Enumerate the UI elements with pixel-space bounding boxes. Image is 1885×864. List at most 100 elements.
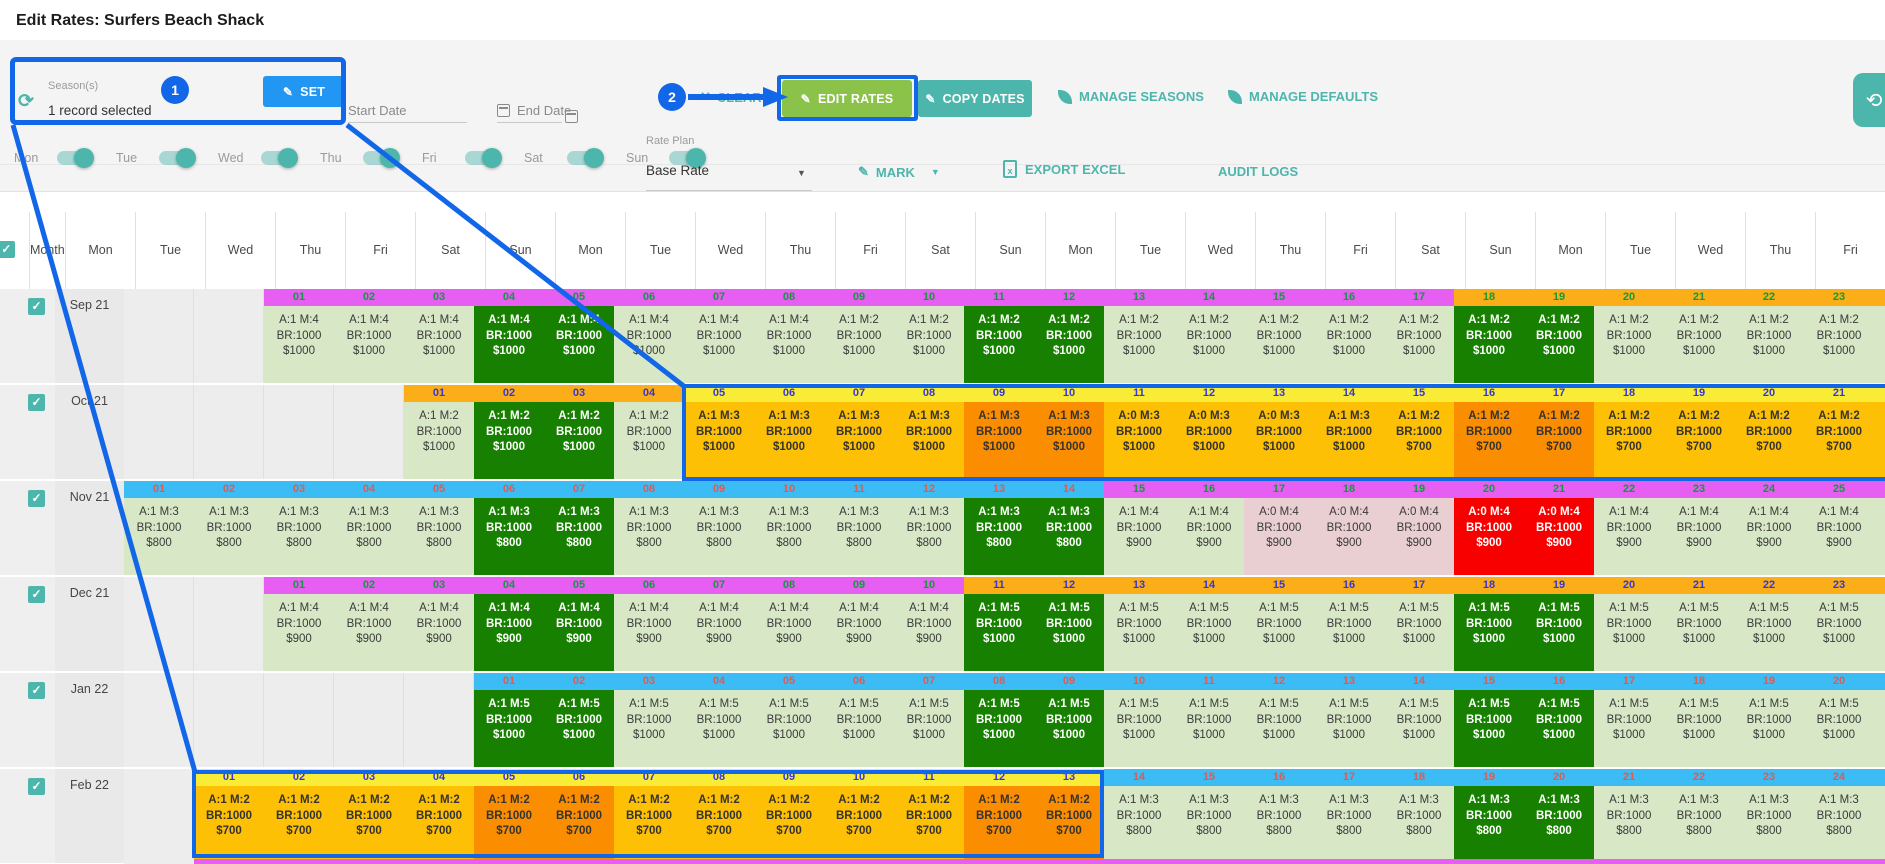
rate-cell[interactable]: A:1 M:3BR:1000$800 — [474, 498, 544, 575]
rate-day-feb-22-04[interactable]: 04A:1 M:2BR:1000$700 — [404, 769, 474, 863]
rate-day-dec-21-15[interactable]: 15A:1 M:5BR:1000$1000 — [1244, 577, 1314, 671]
mark-button[interactable]: ✎ MARK ▼ — [858, 164, 940, 180]
rate-day-sep-21-23[interactable]: 23A:1 M:2BR:1000$1000 — [1804, 289, 1874, 383]
row-checkbox-sep-21[interactable]: ✓ — [28, 298, 45, 315]
rate-cell[interactable]: A:1 M:5BR:1000$1000 — [1314, 594, 1384, 671]
rate-cell[interactable]: A:1 M:4BR:1000$900 — [474, 594, 544, 671]
rate-day-oct-21-15[interactable]: 15A:1 M:2BR:1000$700 — [1384, 385, 1454, 479]
rate-day-jan-22-12[interactable]: 12A:1 M:5BR:1000$1000 — [1244, 673, 1314, 767]
rate-day-feb-22-21[interactable]: 21A:1 M:3BR:1000$800 — [1594, 769, 1664, 863]
rate-day-jan-22-15[interactable]: 15A:1 M:5BR:1000$1000 — [1454, 673, 1524, 767]
rate-day-dec-21-16[interactable]: 16A:1 M:5BR:1000$1000 — [1314, 577, 1384, 671]
rate-day-feb-22-14[interactable]: 14A:1 M:3BR:1000$800 — [1104, 769, 1174, 863]
rate-cell[interactable]: A:1 M:3BR:1000$800 — [1454, 786, 1524, 863]
rate-day-oct-21-06[interactable]: 06A:1 M:3BR:1000$1000 — [754, 385, 824, 479]
rate-cell[interactable]: A:1 M:5BR:1000$1000 — [824, 690, 894, 767]
rate-day-nov-21-25[interactable]: 25A:1 M:4BR:1000$900 — [1804, 481, 1874, 575]
rate-day-nov-21-15[interactable]: 15A:1 M:4BR:1000$900 — [1104, 481, 1174, 575]
rate-day-sep-21-17[interactable]: 17A:1 M:2BR:1000$1000 — [1384, 289, 1454, 383]
row-checkbox-oct-21[interactable]: ✓ — [28, 394, 45, 411]
rate-cell[interactable]: A:1 M:2BR:1000$1000 — [1874, 306, 1885, 383]
rate-day-nov-21-13[interactable]: 13A:1 M:3BR:1000$800 — [964, 481, 1034, 575]
rate-cell[interactable]: A:1 M:2BR:1000$700 — [1524, 402, 1594, 479]
rate-day-nov-21-17[interactable]: 17A:0 M:4BR:1000$900 — [1244, 481, 1314, 575]
rate-cell[interactable]: A:1 M:4BR:1000$900 — [1804, 498, 1874, 575]
rate-day-nov-21-19[interactable]: 19A:0 M:4BR:1000$900 — [1384, 481, 1454, 575]
rate-day-dec-21-12[interactable]: 12A:1 M:5BR:1000$1000 — [1034, 577, 1104, 671]
rate-cell[interactable]: A:1 M:3BR:1000$800 — [264, 498, 334, 575]
rate-cell[interactable]: A:1 M:2BR:1000$700 — [1804, 402, 1874, 479]
rate-cell[interactable]: A:1 M:2BR:1000$1000 — [1804, 306, 1874, 383]
edit-rates-button[interactable]: ✎ EDIT RATES — [782, 80, 912, 117]
rate-day-nov-21-05[interactable]: 05A:1 M:3BR:1000$800 — [404, 481, 474, 575]
rate-cell[interactable]: A:1 M:2BR:1000$700 — [1594, 402, 1664, 479]
rate-cell[interactable]: A:1 M:5BR:1000$1000 — [1594, 594, 1664, 671]
rate-day-feb-22-13[interactable]: 13A:1 M:2BR:1000$700 — [1034, 769, 1104, 863]
rate-cell[interactable]: A:1 M:3BR:1000$800 — [1874, 786, 1885, 863]
rate-day-jan-22-07[interactable]: 07A:1 M:5BR:1000$1000 — [894, 673, 964, 767]
rate-cell[interactable]: A:1 M:2BR:1000$1000 — [1664, 306, 1734, 383]
rate-cell[interactable]: A:1 M:3BR:1000$800 — [1314, 786, 1384, 863]
rate-cell[interactable]: A:1 M:2BR:1000$1000 — [1524, 306, 1594, 383]
rate-cell[interactable]: A:1 M:2BR:1000$700 — [544, 786, 614, 863]
rate-day-oct-21-12[interactable]: 12A:0 M:3BR:1000$1000 — [1174, 385, 1244, 479]
rate-day-jan-22-05[interactable]: 05A:1 M:5BR:1000$1000 — [754, 673, 824, 767]
rate-cell[interactable]: A:1 M:3BR:1000$1000 — [684, 402, 754, 479]
rate-cell[interactable]: A:1 M:4BR:1000$1000 — [754, 306, 824, 383]
rate-day-nov-21-07[interactable]: 07A:1 M:3BR:1000$800 — [544, 481, 614, 575]
rate-cell[interactable]: A:1 M:5BR:1000$1000 — [1734, 594, 1804, 671]
rate-day-nov-21-18[interactable]: 18A:0 M:4BR:1000$900 — [1314, 481, 1384, 575]
rate-cell[interactable]: A:1 M:5BR:1000$1000 — [964, 690, 1034, 767]
rate-cell[interactable]: A:1 M:3BR:1000$800 — [1384, 786, 1454, 863]
end-date-field[interactable]: End Date — [517, 103, 571, 118]
rate-day-nov-21-21[interactable]: 21A:0 M:4BR:1000$900 — [1524, 481, 1594, 575]
calendar-icon[interactable] — [565, 110, 578, 123]
rate-cell[interactable]: A:1 M:2BR:1000$700 — [894, 786, 964, 863]
rate-cell[interactable]: A:1 M:5BR:1000$1000 — [1804, 690, 1874, 767]
rate-cell[interactable]: A:1 M:2BR:1000$700 — [264, 786, 334, 863]
rate-day-oct-21-03[interactable]: 03A:1 M:2BR:1000$1000 — [544, 385, 614, 479]
rate-day-dec-21-04[interactable]: 04A:1 M:4BR:1000$900 — [474, 577, 544, 671]
rate-cell[interactable]: A:1 M:5BR:1000$1000 — [1454, 594, 1524, 671]
rate-day-dec-21-11[interactable]: 11A:1 M:5BR:1000$1000 — [964, 577, 1034, 671]
rate-day-sep-21-16[interactable]: 16A:1 M:2BR:1000$1000 — [1314, 289, 1384, 383]
rate-day-oct-21-05[interactable]: 05A:1 M:3BR:1000$1000 — [684, 385, 754, 479]
rate-cell[interactable]: A:1 M:2BR:1000$700 — [404, 786, 474, 863]
toggle-switch-fri[interactable] — [465, 151, 499, 165]
rate-cell[interactable]: A:1 M:4BR:1000$900 — [544, 594, 614, 671]
manage-seasons-button[interactable]: MANAGE SEASONS — [1058, 89, 1204, 104]
rate-day-dec-21-01[interactable]: 01A:1 M:4BR:1000$900 — [264, 577, 334, 671]
rate-cell[interactable]: A:1 M:5BR:1000$1000 — [1244, 690, 1314, 767]
rate-day-dec-21-03[interactable]: 03A:1 M:4BR:1000$900 — [404, 577, 474, 671]
rate-day-sep-21-14[interactable]: 14A:1 M:2BR:1000$1000 — [1174, 289, 1244, 383]
rate-day-jan-22-20[interactable]: 20A:1 M:5BR:1000$1000 — [1804, 673, 1874, 767]
rate-day-jan-22-17[interactable]: 17A:1 M:5BR:1000$1000 — [1594, 673, 1664, 767]
rate-cell[interactable]: A:1 M:5BR:1000$1000 — [1734, 690, 1804, 767]
rate-day-dec-21-10[interactable]: 10A:1 M:4BR:1000$900 — [894, 577, 964, 671]
rate-cell[interactable]: A:1 M:2BR:1000$1000 — [1174, 306, 1244, 383]
rate-cell[interactable]: A:1 M:5BR:1000$1000 — [1174, 594, 1244, 671]
rate-cell[interactable]: A:1 M:5BR:1000$1000 — [1664, 690, 1734, 767]
select-all-checkbox[interactable]: ✓ — [0, 241, 15, 258]
rate-day-dec-21-09[interactable]: 09A:1 M:4BR:1000$900 — [824, 577, 894, 671]
rate-day-feb-22-08[interactable]: 08A:1 M:2BR:1000$700 — [684, 769, 754, 863]
rate-cell[interactable]: A:1 M:5BR:1000$1000 — [1384, 690, 1454, 767]
side-panel-button[interactable]: ⟲ — [1853, 73, 1885, 127]
rate-day-feb-22-02[interactable]: 02A:1 M:2BR:1000$700 — [264, 769, 334, 863]
rate-cell[interactable]: A:1 M:5BR:1000$1000 — [1874, 690, 1885, 767]
rate-cell[interactable]: A:1 M:5BR:1000$1000 — [1244, 594, 1314, 671]
rate-day-sep-21-20[interactable]: 20A:1 M:2BR:1000$1000 — [1594, 289, 1664, 383]
rate-day-nov-21-03[interactable]: 03A:1 M:3BR:1000$800 — [264, 481, 334, 575]
rate-day-jan-22-01[interactable]: 01A:1 M:5BR:1000$1000 — [474, 673, 544, 767]
rate-day-jan-22-09[interactable]: 09A:1 M:5BR:1000$1000 — [1034, 673, 1104, 767]
rate-day-feb-22-16[interactable]: 16A:1 M:3BR:1000$800 — [1244, 769, 1314, 863]
rate-cell[interactable]: A:0 M:4BR:1000$900 — [1244, 498, 1314, 575]
rate-cell[interactable]: A:1 M:5BR:1000$1000 — [474, 690, 544, 767]
rate-cell[interactable]: A:1 M:3BR:1000$800 — [1664, 786, 1734, 863]
rate-day-oct-21-16[interactable]: 16A:1 M:2BR:1000$700 — [1454, 385, 1524, 479]
rate-day-dec-21-08[interactable]: 08A:1 M:4BR:1000$900 — [754, 577, 824, 671]
rate-cell[interactable]: A:1 M:2BR:1000$700 — [1874, 402, 1885, 479]
rate-plan-select[interactable]: Base Rate — [646, 163, 709, 178]
rate-day-jan-22-03[interactable]: 03A:1 M:5BR:1000$1000 — [614, 673, 684, 767]
rate-cell[interactable]: A:1 M:2BR:1000$700 — [1384, 402, 1454, 479]
